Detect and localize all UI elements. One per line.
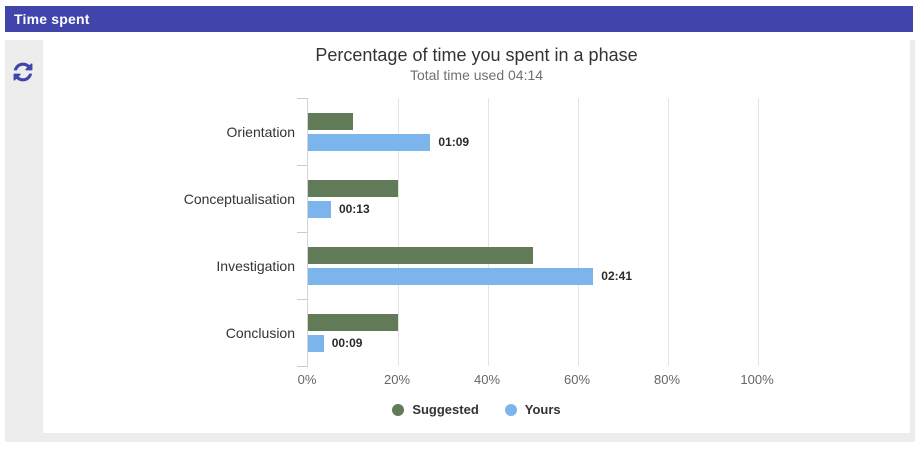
gridline [398,98,399,366]
category-label: Conceptualisation [183,191,295,207]
toolbar-sidebar [5,40,43,433]
chart: Percentage of time you spent in a phase … [43,38,910,433]
x-axis-tick-label: 80% [653,372,681,387]
gridline [578,98,579,366]
legend-label: Suggested [412,402,479,417]
bar-suggested [308,314,398,331]
bar-yours [308,268,594,285]
axis-tick [297,165,308,166]
bar-yours [308,134,431,151]
legend-marker [392,403,405,416]
bar-yours [308,201,331,218]
category-label: Conclusion [225,325,295,341]
axis-tick [297,232,308,233]
axis-tick [297,299,308,300]
plot-area: 01:09 00:13 02:41 00:09 [297,98,759,367]
bar-value-label: 00:09 [331,336,363,350]
bar-suggested [308,180,398,197]
x-axis-tick-label: 40% [473,372,501,387]
x-axis-tick-label: 0% [297,372,317,387]
refresh-button[interactable] [12,60,36,84]
panel-right-strip [910,40,915,442]
axis-tick [297,366,308,367]
gridline [758,98,759,366]
chart-legend: Suggested Yours [43,402,910,417]
gridline [488,98,489,366]
bar-suggested [308,113,353,130]
legend-item-suggested[interactable]: Suggested [392,402,479,417]
panel-body: Percentage of time you spent in a phase … [5,38,915,442]
gridline [668,98,669,366]
legend-item-yours[interactable]: Yours [504,402,561,417]
chart-subtitle: Total time used 04:14 [409,67,544,83]
refresh-icon [13,62,33,82]
x-axis-tick-label: 20% [383,372,411,387]
category-label: Orientation [226,124,295,140]
x-axis-tick-label: 60% [563,372,591,387]
chart-title: Percentage of time you spent in a phase [315,45,638,65]
bar-value-label: 01:09 [438,135,470,149]
bar-suggested [308,247,533,264]
legend-label: Yours [524,402,561,417]
axis-tick [297,98,308,99]
bar-value-label: 02:41 [601,269,632,283]
category-label: Investigation [216,258,295,274]
panel-title: Time spent [14,11,90,27]
bar-yours [308,335,324,352]
bar-value-label: 00:13 [338,202,370,216]
legend-marker [504,403,517,416]
panel-header: Time spent [5,6,913,32]
panel-bottom-strip [5,433,915,442]
x-axis-tick-label: 100% [740,372,774,387]
